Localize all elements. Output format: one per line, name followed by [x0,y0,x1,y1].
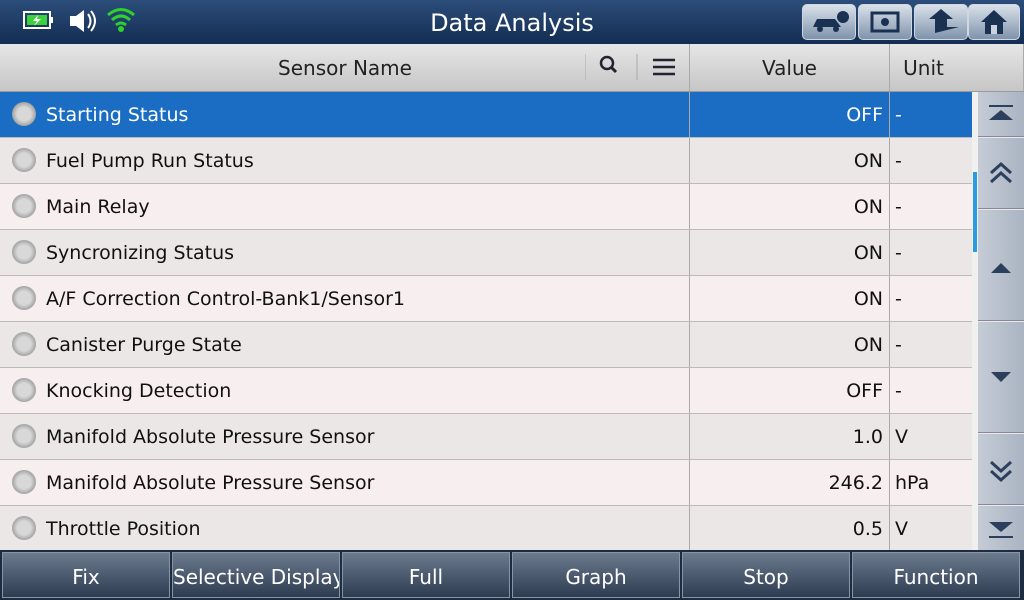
sensor-name: Starting Status [46,104,189,126]
sensor-row[interactable]: Knocking Detection OFF - [0,368,972,414]
report-button[interactable] [858,4,912,40]
sensor-unit: V [895,518,908,540]
vehicle-info-button[interactable] [802,4,856,40]
function-button[interactable]: Graph [512,552,680,598]
function-button[interactable]: Function [852,552,1020,598]
sensor-name: A/F Correction Control-Bank1/Sensor1 [46,288,405,310]
row-indicator [12,424,36,448]
sensor-unit: - [895,380,902,402]
scroll-top[interactable] [978,92,1024,137]
column-header[interactable]: Unit [890,44,1024,91]
function-button[interactable]: Fix [2,552,170,598]
sensor-name: Canister Purge State [46,334,242,356]
sensor-name: Throttle Position [46,518,201,540]
sensor-value: ON [689,322,890,367]
row-indicator [12,102,36,126]
sensor-row[interactable]: Manifold Absolute Pressure Sensor 1.0 V [0,414,972,460]
sensor-row[interactable]: Manifold Absolute Pressure Sensor 246.2 hP… [0,460,972,506]
column-label: Sensor Name [278,56,412,80]
page-up[interactable] [978,138,1024,209]
sensor-value: ON [689,184,890,229]
sensor-name: Main Relay [46,196,150,218]
sensor-name: Knocking Detection [46,380,232,402]
sensor-list: Starting Status OFF - Fuel Pump Run Status O… [0,92,972,550]
row-indicator [12,148,36,172]
home-button[interactable] [968,4,1020,40]
row-indicator [12,516,36,540]
sensor-name: Manifold Absolute Pressure Sensor [46,472,375,494]
sensor-row[interactable]: Main Relay ON - [0,184,972,230]
sensor-unit: - [895,334,902,356]
function-bar: Fix Selective Display Full Graph Stop Functio… [0,550,1024,600]
sensor-row[interactable]: Starting Status OFF - [0,92,972,138]
sensor-name: Syncronizing Status [46,242,235,264]
sensor-value: ON [689,230,890,275]
line-up[interactable] [978,210,1024,321]
scroll-buttons [978,92,1024,551]
sensor-value: 1.0 [689,414,890,459]
sensor-row[interactable]: Throttle Position 0.5 V [0,506,972,550]
row-indicator [12,470,36,494]
sensor-value: 246.2 [689,460,890,505]
header-tools[interactable] [585,44,685,91]
sensor-value: OFF [689,368,890,413]
sensor-unit: - [895,104,902,126]
page-down[interactable] [978,434,1024,505]
function-button[interactable]: Selective Display [172,552,340,598]
function-button[interactable]: Stop [682,552,850,598]
sensor-row[interactable]: Fuel Pump Run Status ON - [0,138,972,184]
sensor-unit: - [895,150,902,172]
sensor-unit: - [895,288,902,310]
sensor-unit: - [895,196,902,218]
line-down[interactable] [978,322,1024,433]
sensor-row[interactable]: A/F Correction Control-Bank1/Sensor1 ON - [0,276,972,322]
status-icons [23,8,135,32]
sensor-unit: V [895,426,908,448]
column-header[interactable]: Value [690,44,890,91]
sensor-name: Manifold Absolute Pressure Sensor [46,426,375,448]
scrollbar [972,92,978,550]
sensor-unit: hPa [895,472,930,494]
back-button[interactable] [914,4,968,40]
sensor-unit: - [895,242,902,264]
screen-title: Data Analysis [430,9,594,37]
sensor-name: Fuel Pump Run Status [46,150,254,172]
sensor-row[interactable]: Syncronizing Status ON - [0,230,972,276]
sensor-value: ON [689,138,890,183]
sensor-value: OFF [689,92,890,137]
row-indicator [12,194,36,218]
title-bar: Data Analysis [0,0,1024,44]
sensor-value: ON [689,276,890,321]
function-button[interactable]: Full [342,552,510,598]
sensor-value: 0.5 [689,506,890,550]
row-indicator [12,378,36,402]
column-header[interactable]: Sensor Name [0,44,690,91]
row-indicator [12,286,36,310]
column-label: Unit [903,56,944,80]
row-indicator [12,240,36,264]
sensor-row[interactable]: Canister Purge State ON - [0,322,972,368]
table-header: Sensor Name Value Unit [0,44,1024,92]
row-indicator [12,332,36,356]
scroll-bottom[interactable] [978,506,1024,551]
